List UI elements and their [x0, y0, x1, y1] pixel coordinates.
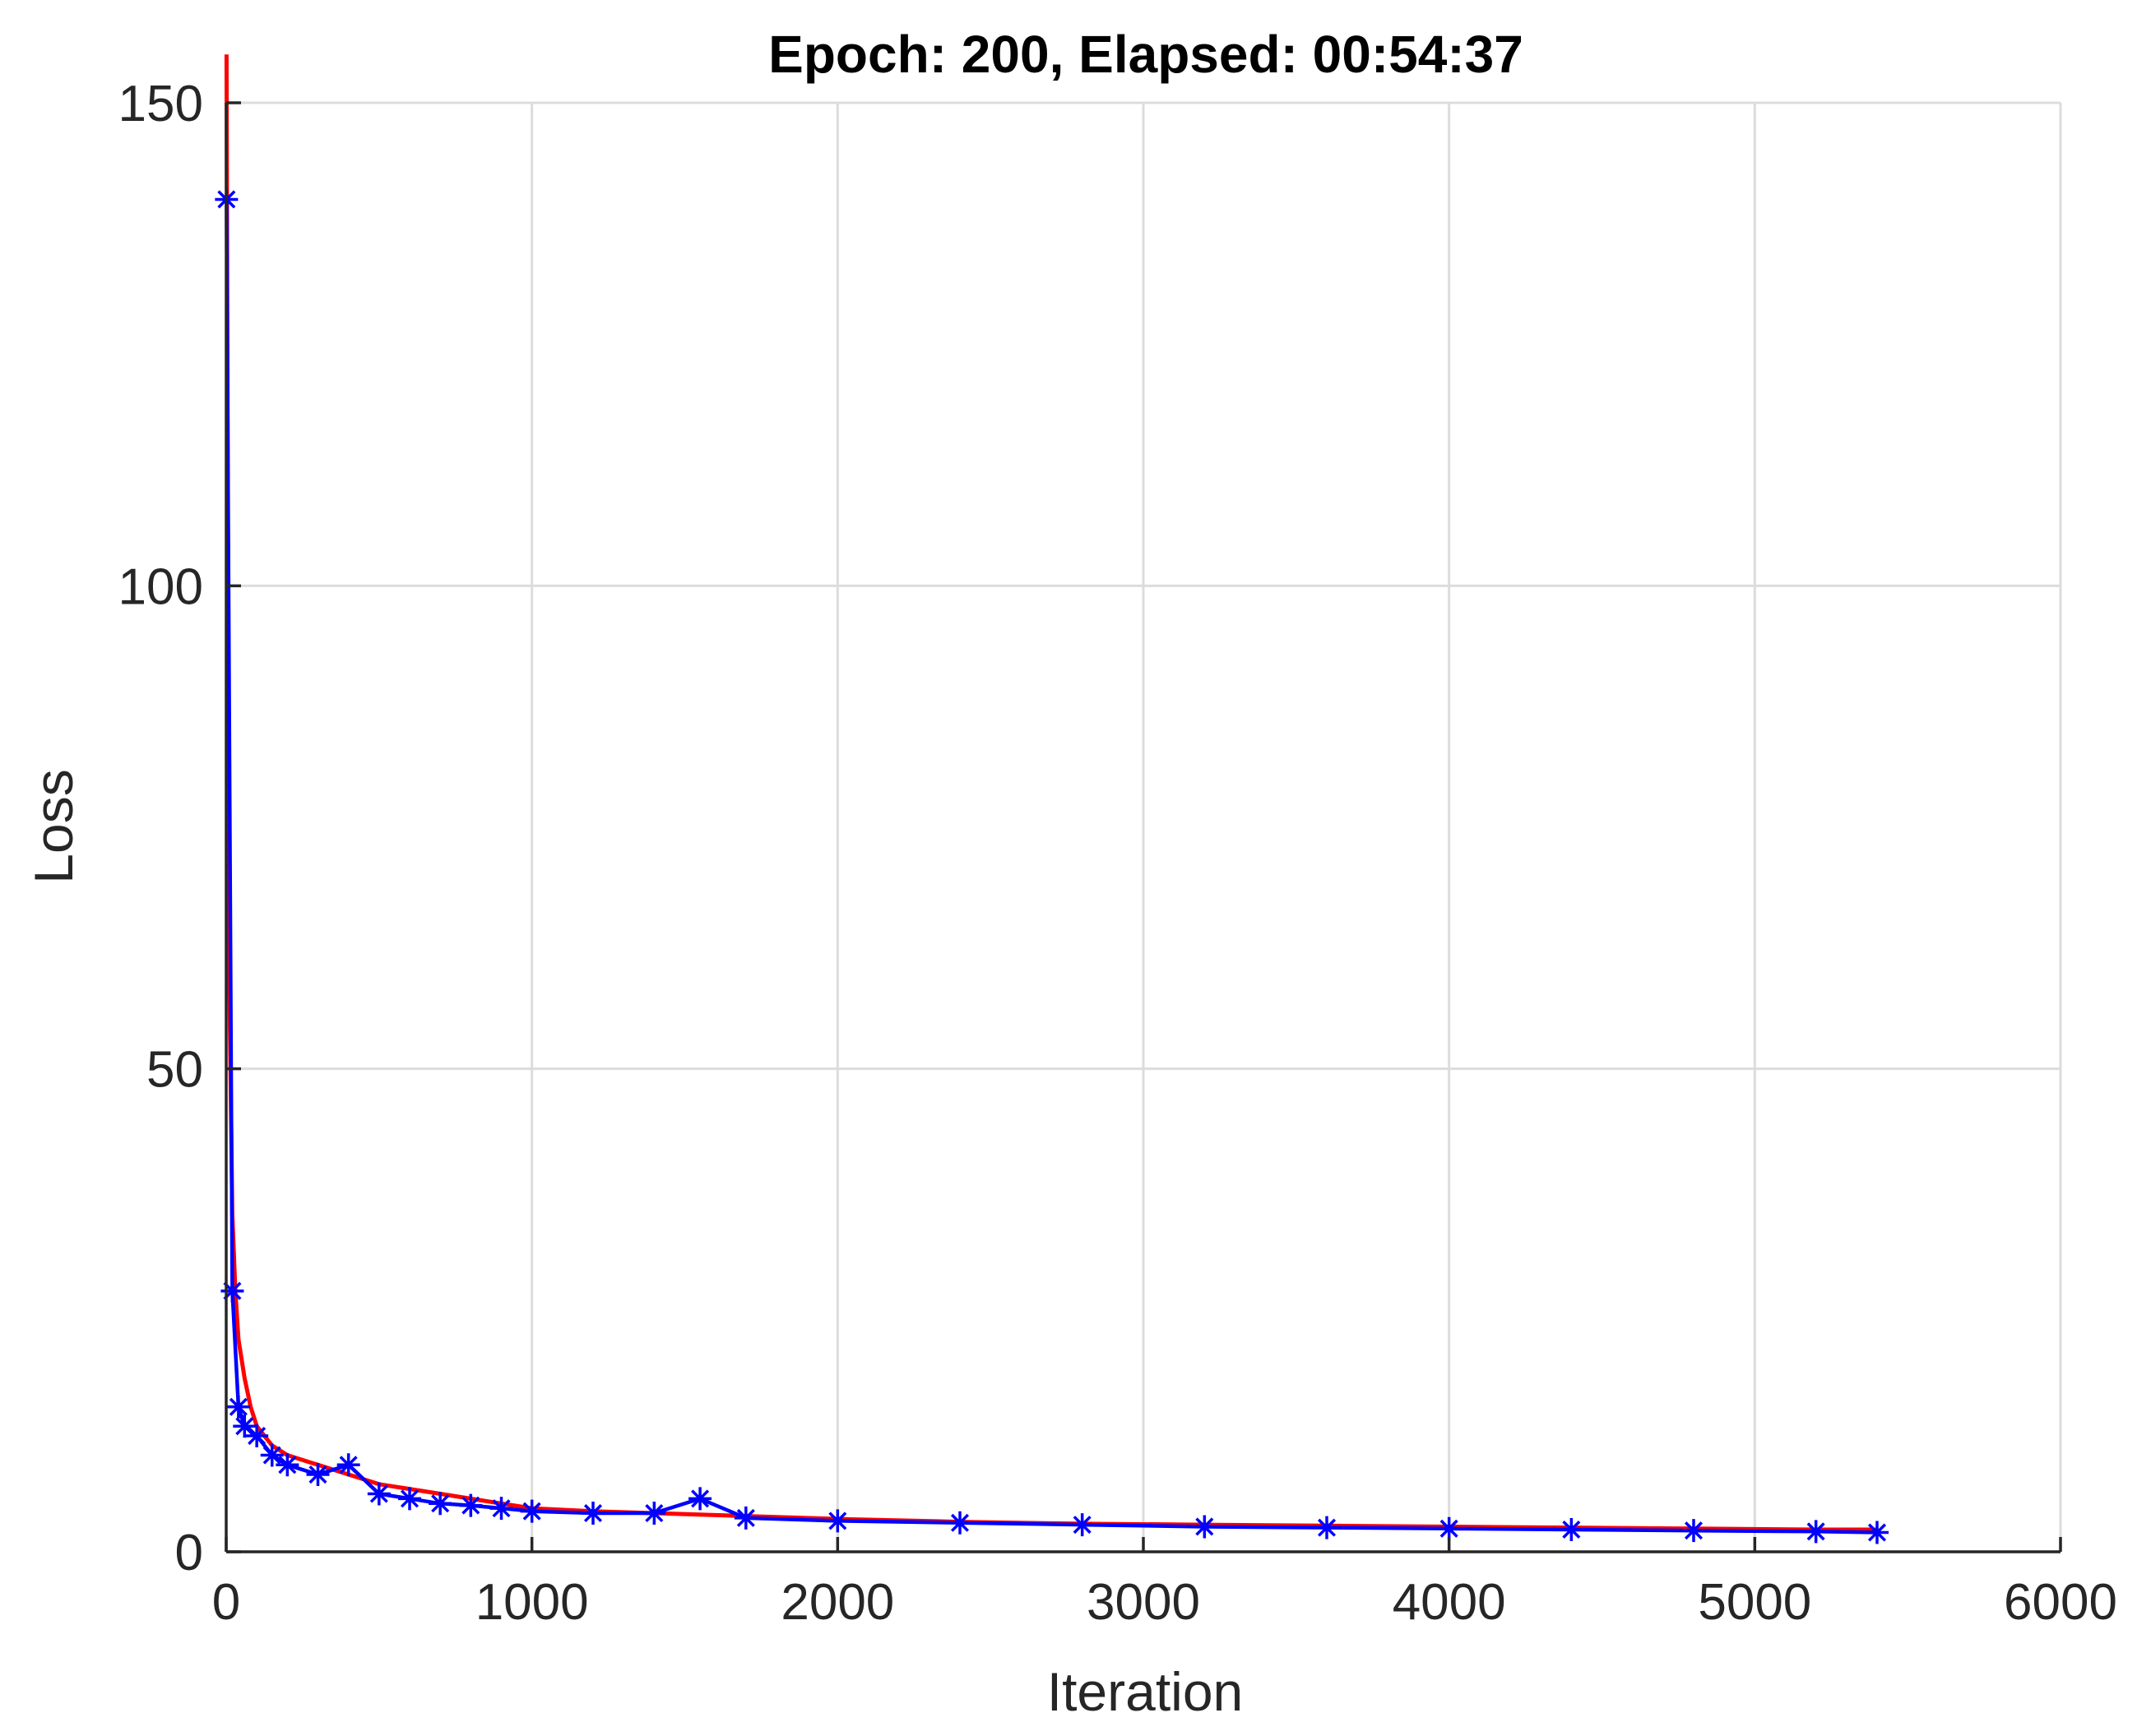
series-1-star-marker — [245, 1424, 269, 1448]
series-1-star-marker — [1193, 1515, 1217, 1539]
series-1-star-marker — [336, 1453, 360, 1477]
series-1-star-marker — [367, 1482, 391, 1506]
series-1-star-marker — [1437, 1516, 1461, 1540]
series-1-star-marker — [734, 1506, 758, 1530]
x-tick-label: 0 — [212, 1574, 240, 1631]
axes — [225, 101, 2062, 1553]
series-1-star-marker — [398, 1487, 421, 1511]
x-axis-label: Iteration — [1047, 1661, 1243, 1722]
series-1-star-marker — [826, 1509, 850, 1533]
series-1-star-marker — [948, 1511, 971, 1535]
x-tick-label: 2000 — [781, 1574, 894, 1631]
series-1-star-marker — [220, 1279, 244, 1303]
y-tick-label: 150 — [118, 76, 203, 132]
x-tick-label: 1000 — [475, 1574, 589, 1631]
series-1-star-marker — [489, 1497, 513, 1521]
series-1-star-marker — [459, 1493, 483, 1517]
y-tick-label: 50 — [146, 1042, 203, 1099]
x-tick-label: 4000 — [1393, 1574, 1506, 1631]
series-1-star-marker — [306, 1463, 330, 1487]
series-1-star-marker — [1866, 1521, 1889, 1544]
series-1-line — [225, 199, 1878, 1535]
y-tick-label: 100 — [118, 558, 203, 615]
chart-title: Epoch: 200, Elapsed: 00:54:37 — [768, 25, 1523, 84]
grid-lines — [226, 101, 2062, 1552]
series-1-star-marker — [1070, 1513, 1094, 1537]
series-1-star-marker — [1560, 1517, 1583, 1541]
y-tick-label: 0 — [175, 1525, 203, 1581]
series-1-star-marker — [520, 1499, 544, 1523]
series-1-star-marker — [642, 1502, 666, 1525]
series-0-line — [224, 54, 1877, 1532]
y-axis-label: Loss — [23, 769, 84, 883]
series-1-star-marker — [429, 1492, 452, 1516]
series-1-star-marker — [233, 1414, 257, 1438]
series-1-star-marker — [1804, 1520, 1828, 1544]
x-tick-label: 5000 — [1698, 1574, 1811, 1631]
series-1-star-marker — [276, 1453, 299, 1477]
series-1-star-marker — [688, 1487, 712, 1511]
series-1-star-marker — [260, 1443, 284, 1467]
x-tick-label: 3000 — [1087, 1574, 1200, 1631]
tick-labels: 0 1000 2000 3000 4000 5000 6000 0 50 100 150 — [118, 76, 2117, 1631]
series-1-star-marker — [582, 1502, 605, 1525]
x-tick-label: 6000 — [2004, 1574, 2117, 1631]
series-1-star-marker — [226, 1395, 250, 1419]
series-1-star-marker — [1682, 1519, 1705, 1543]
plot-series — [215, 54, 1889, 1544]
series-1-star-marker — [1315, 1516, 1338, 1539]
